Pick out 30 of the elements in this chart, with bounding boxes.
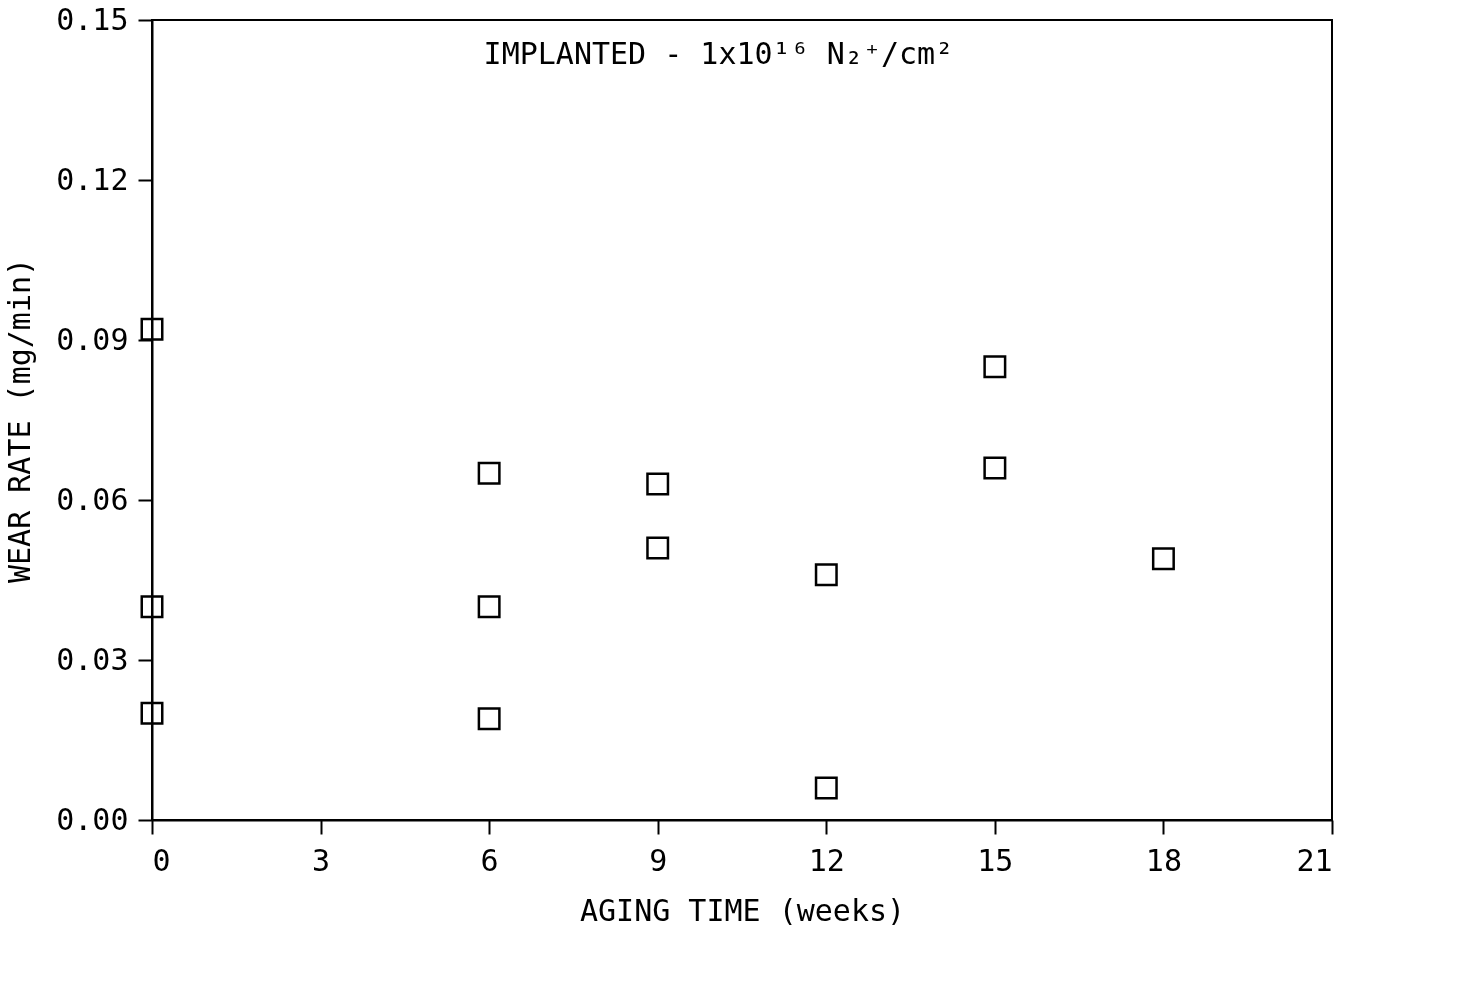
x-tick-label: 15: [977, 842, 1014, 878]
y-tick-label: 0.00: [56, 801, 129, 837]
x-tick-label: 18: [1145, 842, 1182, 878]
y-tick-label: 0.15: [56, 1, 129, 37]
point: [1151, 547, 1175, 571]
point: [646, 536, 670, 560]
point: [983, 355, 1007, 379]
point: [983, 456, 1007, 480]
point: [140, 595, 164, 619]
point: [140, 701, 164, 725]
point: [477, 595, 501, 619]
point: [814, 776, 838, 800]
point: [646, 472, 670, 496]
x-tick-label: 9: [649, 842, 668, 878]
x-tick-label: 21: [1296, 842, 1333, 878]
x-tick-label: 0: [152, 842, 171, 878]
x-axis-title: AGING TIME (weeks): [579, 892, 906, 928]
y-tick-label: 0.03: [56, 641, 129, 677]
y-tick-label: 0.06: [56, 481, 129, 517]
x-tick-label: 6: [480, 842, 499, 878]
y-tick-label: 0.09: [56, 321, 129, 357]
annotation: IMPLANTED - 1x10¹⁶ N₂⁺/cm²: [483, 36, 954, 71]
y-axis-title: WEAR RATE (mg/min): [2, 257, 38, 584]
point: [140, 317, 164, 341]
x-tick-label: 3: [312, 842, 331, 878]
point: [814, 563, 838, 587]
x-tick-label: 12: [808, 842, 845, 878]
point: [477, 461, 501, 485]
y-tick-label: 0.12: [56, 161, 129, 197]
point: [477, 707, 501, 731]
